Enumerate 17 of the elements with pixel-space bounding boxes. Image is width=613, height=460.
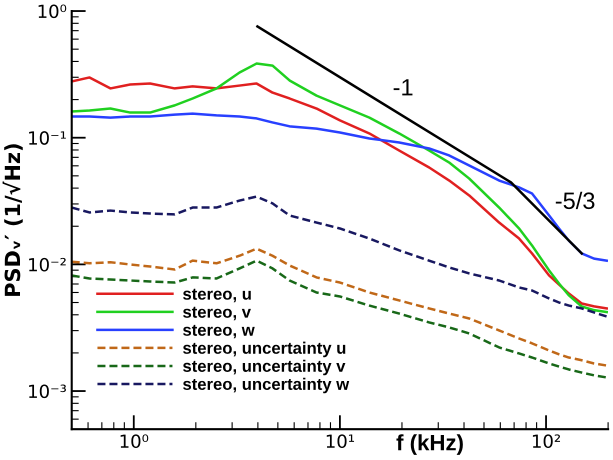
legend-label: stereo, uncertainty u — [183, 342, 346, 358]
y-tick-label: 10⁰ — [38, 4, 66, 18]
legend-label: stereo, uncertainty v — [183, 360, 346, 376]
legend-label: stereo, v — [183, 306, 251, 320]
legend-label: stereo, u — [183, 288, 251, 302]
y-tick-label: 10⁻² — [29, 258, 66, 272]
y-tick-label: 10⁻¹ — [29, 131, 66, 145]
y-tick-label: 10⁻³ — [29, 384, 66, 398]
x-tick-label: 10⁰ — [120, 434, 148, 448]
x-tick-label: 10² — [532, 434, 560, 448]
x-tick-label: 10¹ — [326, 434, 354, 448]
annotation: -5/3 — [556, 192, 594, 210]
y-axis-title: PSDᵥ′ (1/√Hz) — [2, 144, 23, 296]
legend-label: stereo, uncertainty w — [183, 378, 350, 394]
annotation: -1 — [394, 79, 412, 96]
x-axis-title: f (kHz) — [396, 434, 463, 455]
legend-label: stereo, w — [183, 324, 255, 338]
